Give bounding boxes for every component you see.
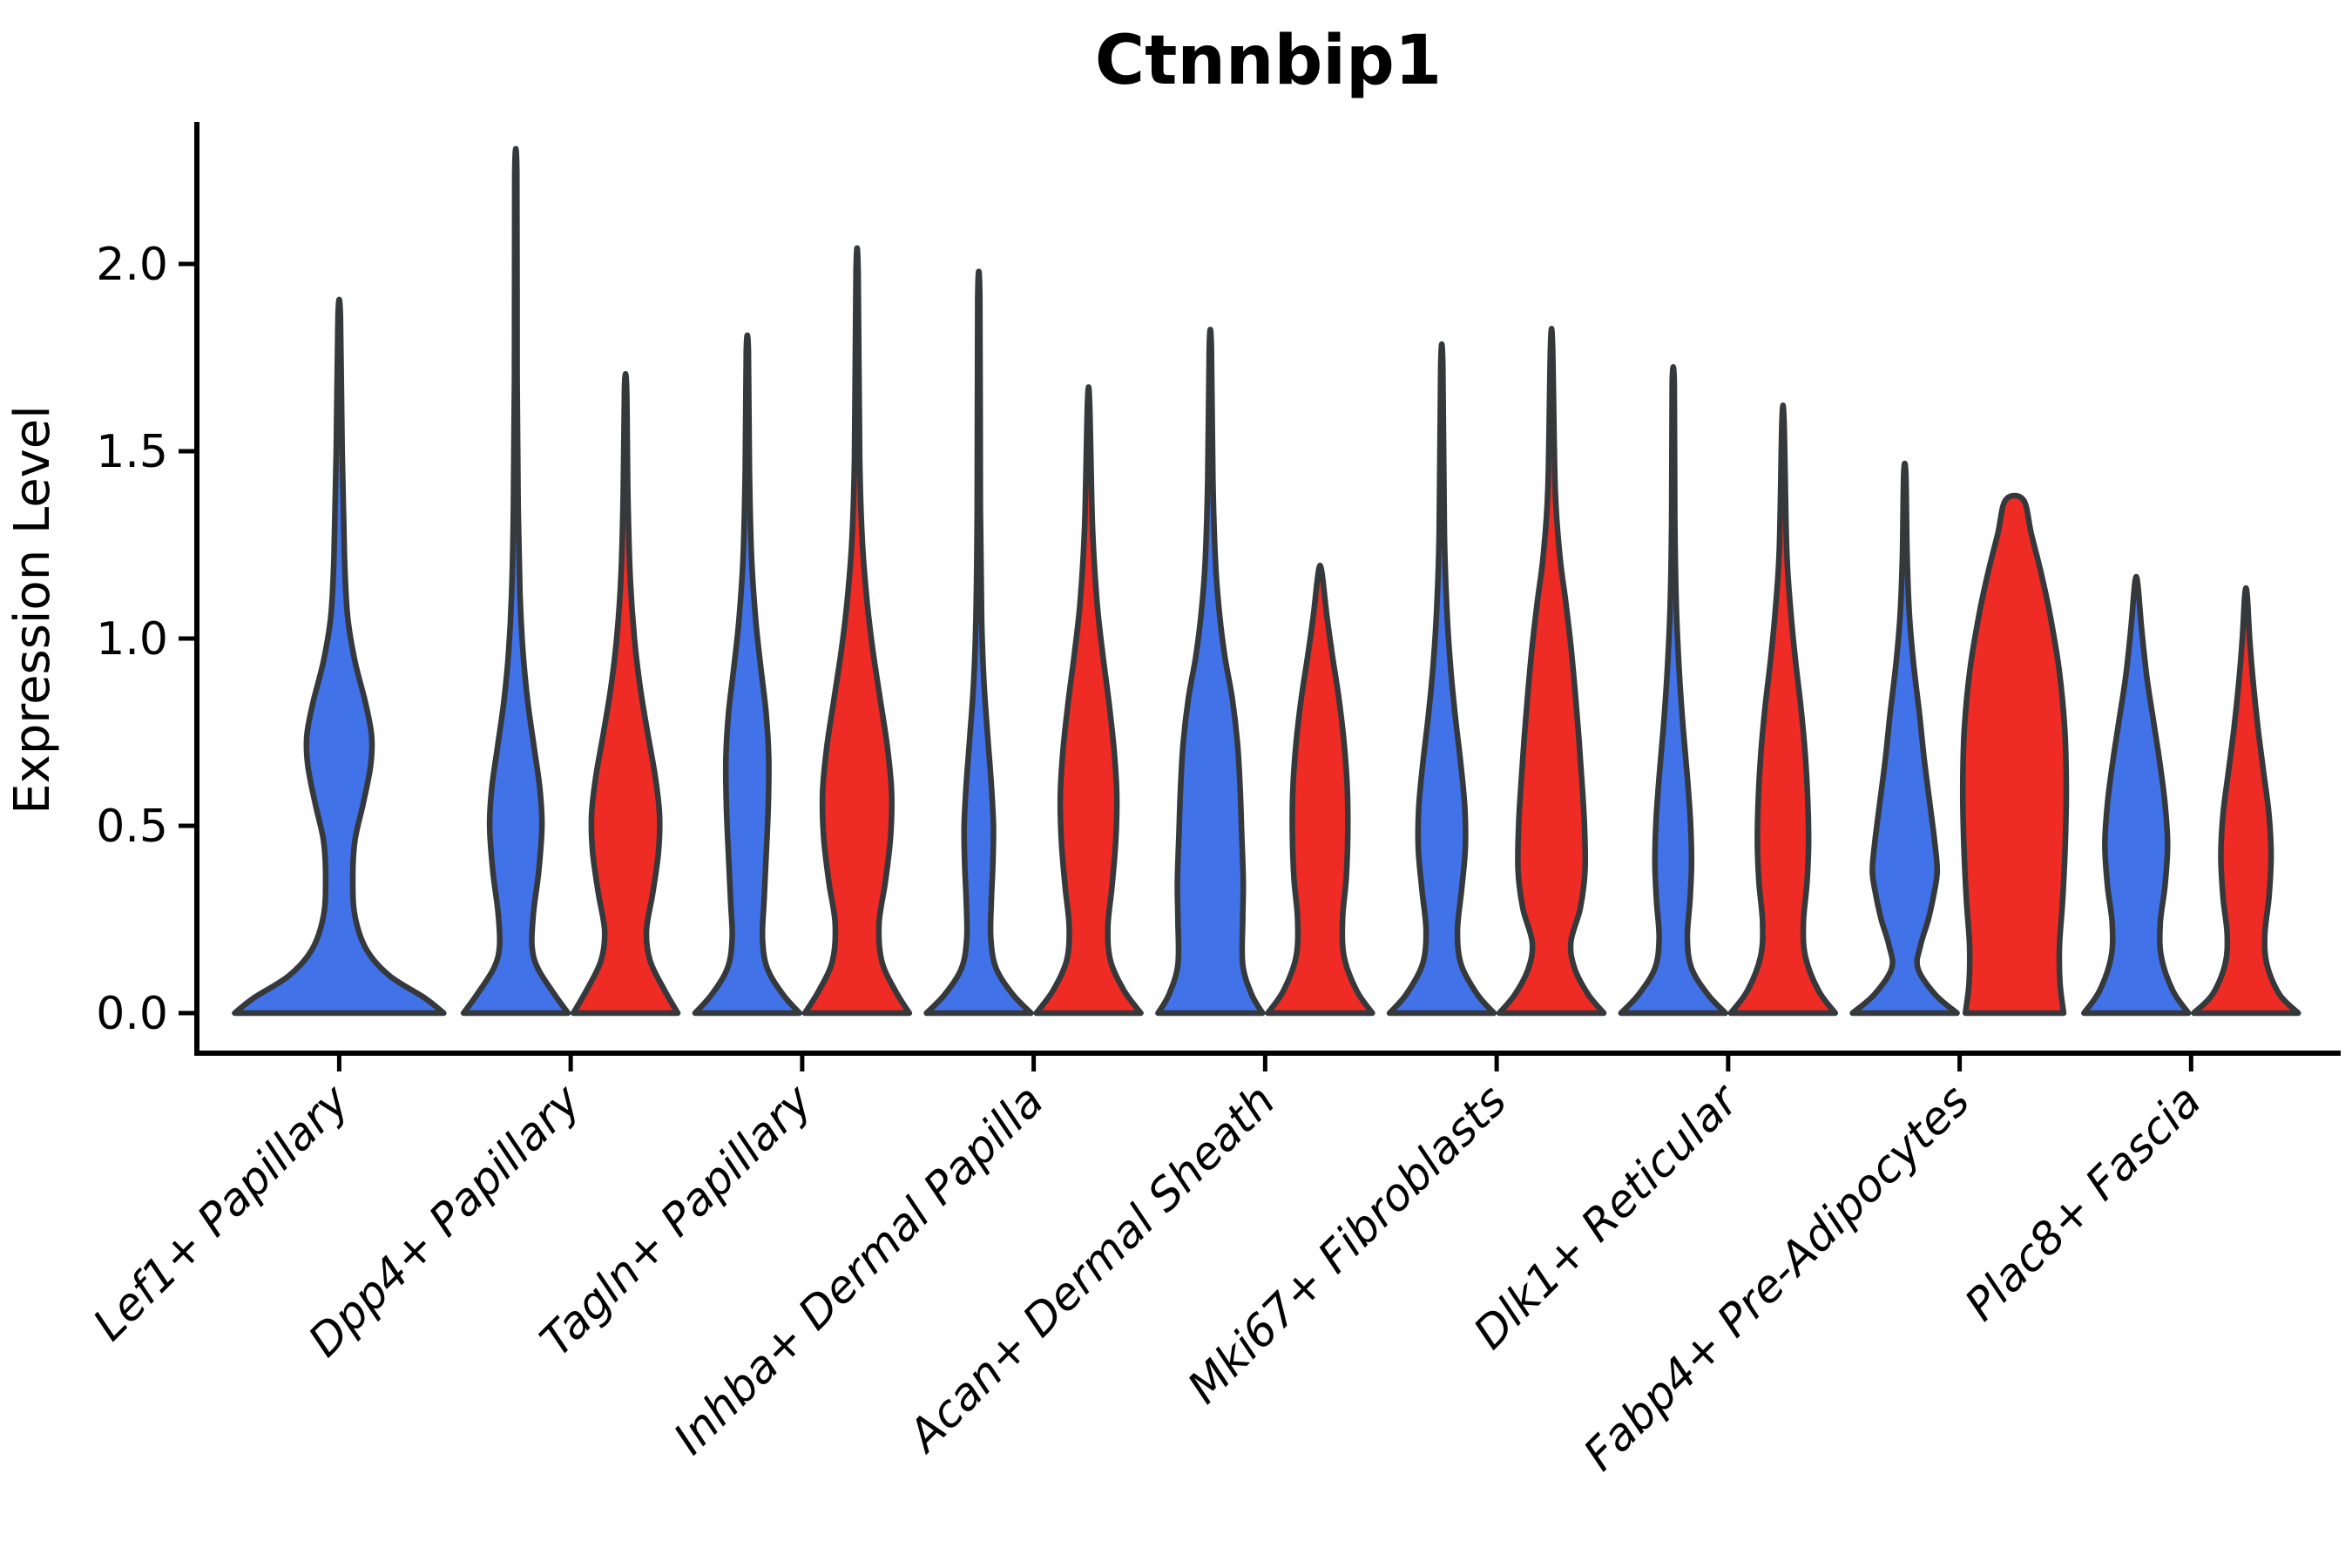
y-tick-label: 1.5 xyxy=(96,426,168,478)
violin-red-3 xyxy=(801,245,913,1017)
violin-blue-1 xyxy=(232,296,447,1017)
violin-blue-3 xyxy=(692,332,803,1017)
y-tick-label: 2.0 xyxy=(96,239,168,291)
violin-red-8 xyxy=(1959,492,2070,1017)
violin-blue-8 xyxy=(1849,460,1960,1017)
violins-layer xyxy=(232,145,2301,1017)
violin-blue-2 xyxy=(460,145,571,1017)
y-tick-label: 1.0 xyxy=(96,613,168,666)
violin-blue-9 xyxy=(2081,573,2192,1017)
y-tick-label: 0.5 xyxy=(96,801,168,853)
violin-red-7 xyxy=(1727,402,1839,1017)
y-tick-label: 0.0 xyxy=(96,988,168,1040)
violin-blue-4 xyxy=(923,268,1034,1017)
axes-layer xyxy=(179,122,2341,1071)
violin-blue-7 xyxy=(1618,364,1729,1017)
violin-red-4 xyxy=(1033,384,1144,1017)
violin-blue-5 xyxy=(1155,327,1266,1017)
violin-blue-6 xyxy=(1386,341,1497,1017)
chart-title: Ctnnbip1 xyxy=(1095,22,1442,100)
violin-red-2 xyxy=(570,371,681,1017)
violin-red-5 xyxy=(1265,562,1375,1017)
violin-red-6 xyxy=(1496,325,1607,1017)
y-axis-label: Expression Level xyxy=(4,405,61,814)
violin-red-9 xyxy=(2191,585,2301,1017)
